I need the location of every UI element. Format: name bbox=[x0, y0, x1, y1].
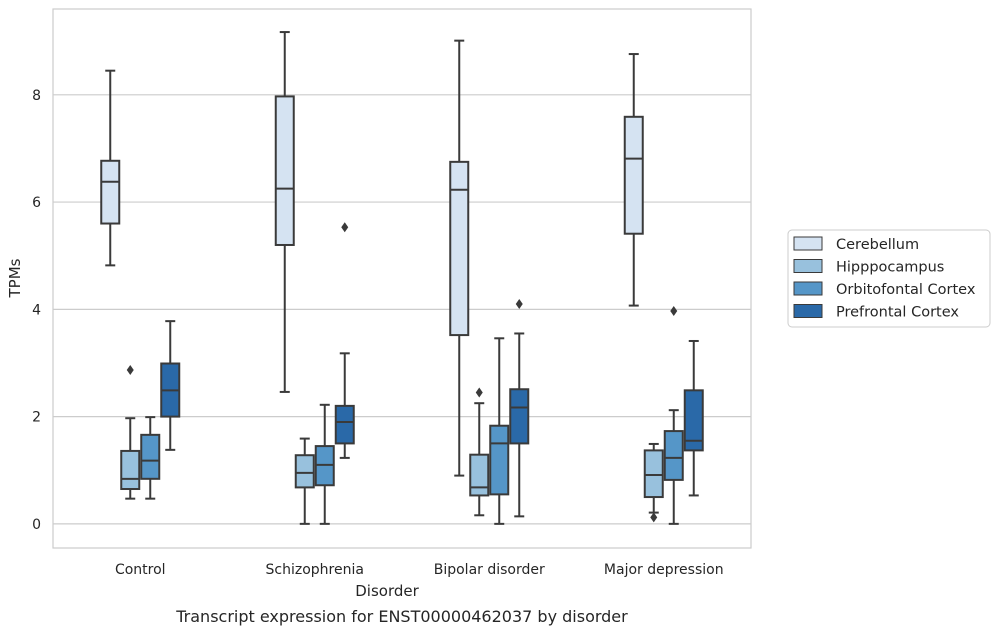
box-cerebellum bbox=[449, 39, 470, 477]
legend-label: Hipppocampus bbox=[836, 260, 944, 276]
x-tick-label: Bipolar disorder bbox=[434, 562, 545, 578]
y-tick-label: 2 bbox=[32, 410, 41, 426]
outlier-point bbox=[475, 387, 483, 398]
box-iqr bbox=[140, 433, 161, 480]
x-tick-label: Major depression bbox=[604, 562, 724, 578]
x-tick-label: Control bbox=[115, 562, 166, 578]
y-tick-label: 6 bbox=[32, 195, 41, 211]
outlier-point bbox=[341, 222, 349, 233]
legend-label: Prefrontal Cortex bbox=[836, 305, 959, 321]
box-orbitofontal-cortex bbox=[314, 403, 335, 525]
tick-labels: 0 2 4 6 8 Control Schizophrenia Bipolar disorde… bbox=[32, 88, 724, 578]
box-iqr bbox=[100, 159, 121, 225]
box-prefrontal-cortex bbox=[509, 298, 530, 518]
boxes-layer bbox=[100, 31, 704, 525]
x-axis-label: Disorder bbox=[355, 582, 419, 600]
y-axis-label: TPMs bbox=[6, 258, 24, 298]
box-cerebellum bbox=[100, 69, 121, 267]
box-iqr bbox=[294, 454, 315, 489]
box-hipppocampus bbox=[294, 437, 315, 525]
box-cerebellum bbox=[274, 31, 295, 393]
box-orbitofontal-cortex bbox=[140, 416, 161, 500]
outlier-point bbox=[670, 305, 678, 316]
legend-label: Cerebellum bbox=[836, 237, 919, 253]
box-iqr bbox=[469, 453, 490, 497]
box-iqr bbox=[274, 95, 295, 246]
x-tick-label: Schizophrenia bbox=[266, 562, 364, 578]
plot-area-frame bbox=[52, 8, 752, 549]
box-iqr bbox=[663, 430, 684, 481]
box-prefrontal-cortex bbox=[334, 222, 355, 459]
box-prefrontal-cortex bbox=[160, 320, 181, 451]
y-tick-label: 0 bbox=[32, 517, 41, 533]
box-cerebellum bbox=[623, 53, 644, 307]
outlier-point bbox=[650, 512, 658, 523]
box-iqr bbox=[489, 424, 510, 496]
legend-swatch bbox=[793, 304, 823, 318]
box-iqr bbox=[643, 449, 664, 499]
legend-swatch bbox=[793, 259, 823, 273]
box-hipppocampus bbox=[643, 442, 664, 523]
legend: Cerebellum Hipppocampus Orbitofontal Corte… bbox=[787, 229, 991, 328]
box-iqr bbox=[120, 449, 141, 491]
legend-swatch bbox=[793, 236, 823, 251]
box-iqr bbox=[334, 404, 355, 445]
box-orbitofontal-cortex bbox=[489, 337, 510, 525]
legend-swatch bbox=[793, 281, 823, 296]
outlier-point bbox=[515, 298, 523, 309]
legend-frame bbox=[787, 229, 991, 328]
legend-label: Orbitofontal Cortex bbox=[836, 282, 976, 298]
y-tick-label: 8 bbox=[32, 88, 41, 104]
box-iqr bbox=[623, 115, 644, 235]
y-tick-label: 4 bbox=[32, 302, 41, 318]
box-iqr bbox=[509, 388, 530, 445]
chart-caption: Transcript expression for ENST0000046203… bbox=[175, 607, 628, 626]
box-iqr bbox=[449, 160, 470, 337]
box-hipppocampus bbox=[120, 364, 141, 500]
box-orbitofontal-cortex bbox=[663, 305, 684, 525]
box-hipppocampus bbox=[469, 387, 490, 517]
outlier-point bbox=[126, 364, 134, 375]
box-iqr bbox=[683, 389, 704, 452]
box-prefrontal-cortex bbox=[683, 339, 704, 497]
